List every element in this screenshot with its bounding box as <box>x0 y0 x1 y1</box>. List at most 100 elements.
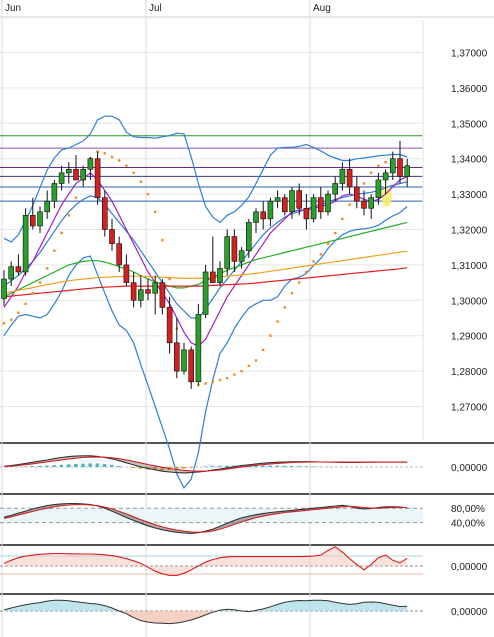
sar-dot <box>298 281 301 284</box>
candle-bull <box>382 172 389 181</box>
price-tick-label: 1,30000 <box>451 296 488 307</box>
macd-histogram-bar <box>95 463 100 467</box>
macd-histogram-bar <box>210 466 215 467</box>
sar-dot <box>103 152 106 155</box>
sar-dot <box>384 161 387 164</box>
candle-bull <box>58 172 65 184</box>
candle-bull <box>332 183 339 195</box>
macd-histogram-bar <box>81 463 85 467</box>
macd-histogram-bar <box>311 466 316 467</box>
sar-dot <box>370 171 373 175</box>
candle-bull <box>202 271 209 315</box>
sar-dot <box>377 164 380 167</box>
sar-dot <box>31 292 34 295</box>
candle-bear <box>166 307 173 344</box>
macd-histogram-bar <box>174 467 179 470</box>
candle-bull <box>404 165 411 177</box>
sar-dot <box>276 320 279 323</box>
sar-dot <box>10 318 13 321</box>
macd-histogram-bar <box>239 465 244 467</box>
mom-tick-label: 0,00000 <box>451 607 488 618</box>
candle-bear <box>317 197 324 213</box>
sar-dot <box>161 238 164 242</box>
candle-bull <box>1 278 7 299</box>
candle-bull <box>274 197 281 202</box>
sar-dot <box>67 214 70 217</box>
macd-histogram-bar <box>52 465 56 467</box>
stoch-k-line <box>3 502 408 534</box>
sar-dot <box>233 373 236 376</box>
candle-bear <box>73 169 79 181</box>
candle-bull <box>267 200 274 220</box>
macd-histogram-bar <box>117 465 121 467</box>
sar-dot <box>254 359 258 362</box>
candle-bull <box>22 215 29 273</box>
candle-bear <box>361 200 367 209</box>
candle-bull <box>246 222 252 252</box>
month-label-aug: Aug <box>313 3 331 14</box>
sar-dot <box>326 242 330 245</box>
stoch-tick-label: 80,00% <box>451 504 485 515</box>
macd-histogram-bar <box>74 463 78 467</box>
candle-bear <box>174 342 180 372</box>
macd-signal-line <box>3 456 408 472</box>
macd-histogram-bar <box>261 465 265 467</box>
candle-bull <box>8 266 14 280</box>
candle-bear <box>109 229 115 244</box>
macd-histogram-bar <box>282 465 287 467</box>
macd-histogram-bar <box>38 465 42 467</box>
candle-bear <box>346 169 353 188</box>
price-tick-label: 1,33000 <box>451 190 488 201</box>
candle-bull <box>37 211 43 227</box>
sar-dot <box>38 281 42 284</box>
candle-bull <box>44 200 51 213</box>
sar-dot <box>125 164 128 167</box>
candle-bear <box>296 190 303 209</box>
candle-bear <box>145 289 151 294</box>
macd-histogram-bar <box>138 467 143 469</box>
macd-histogram-bar <box>297 466 301 467</box>
macd-histogram-bar <box>182 467 186 469</box>
macd-histogram-bar <box>88 463 92 467</box>
candle-bear <box>260 211 267 220</box>
macd-histogram-bar <box>153 467 157 471</box>
sar-dot <box>46 267 49 270</box>
stoch-tick-label: 40,00% <box>451 519 485 530</box>
candle-bear <box>130 282 137 301</box>
macd-histogram-bar <box>254 465 258 467</box>
macd-histogram-bar <box>203 466 208 467</box>
candle-bull <box>181 349 187 372</box>
sar-dot <box>110 155 114 159</box>
series-line-bb-lower <box>3 206 408 489</box>
macd-histogram-bar <box>275 465 280 467</box>
sar-dot <box>341 217 344 221</box>
candle-bear <box>188 349 194 383</box>
candle-bull <box>310 197 317 220</box>
candle-bull <box>66 169 72 174</box>
candle-bull <box>375 179 382 198</box>
candle-bear <box>303 207 310 220</box>
candle-bull <box>368 197 375 209</box>
macd-histogram-bar <box>110 464 114 467</box>
sar-dot <box>312 260 315 263</box>
sar-dot <box>348 203 351 206</box>
candle-bull <box>51 183 58 202</box>
sar-dot <box>247 364 250 367</box>
candle-bear <box>281 197 288 213</box>
macd-histogram-bar <box>131 467 136 468</box>
candle-bull <box>152 282 158 294</box>
candle-bear <box>353 186 360 202</box>
candle-bear <box>94 158 101 198</box>
sar-dot <box>362 182 366 185</box>
macd-histogram-bar <box>30 466 35 467</box>
price-tick-label: 1,31000 <box>451 261 488 272</box>
candle-bull <box>195 314 202 383</box>
candle-bull <box>238 250 245 262</box>
sar-dot <box>334 231 337 235</box>
candle-bear <box>231 236 238 262</box>
month-label-jul: Jul <box>149 3 162 14</box>
sar-dot <box>226 376 229 380</box>
price-tick-label: 1,36000 <box>451 84 488 95</box>
